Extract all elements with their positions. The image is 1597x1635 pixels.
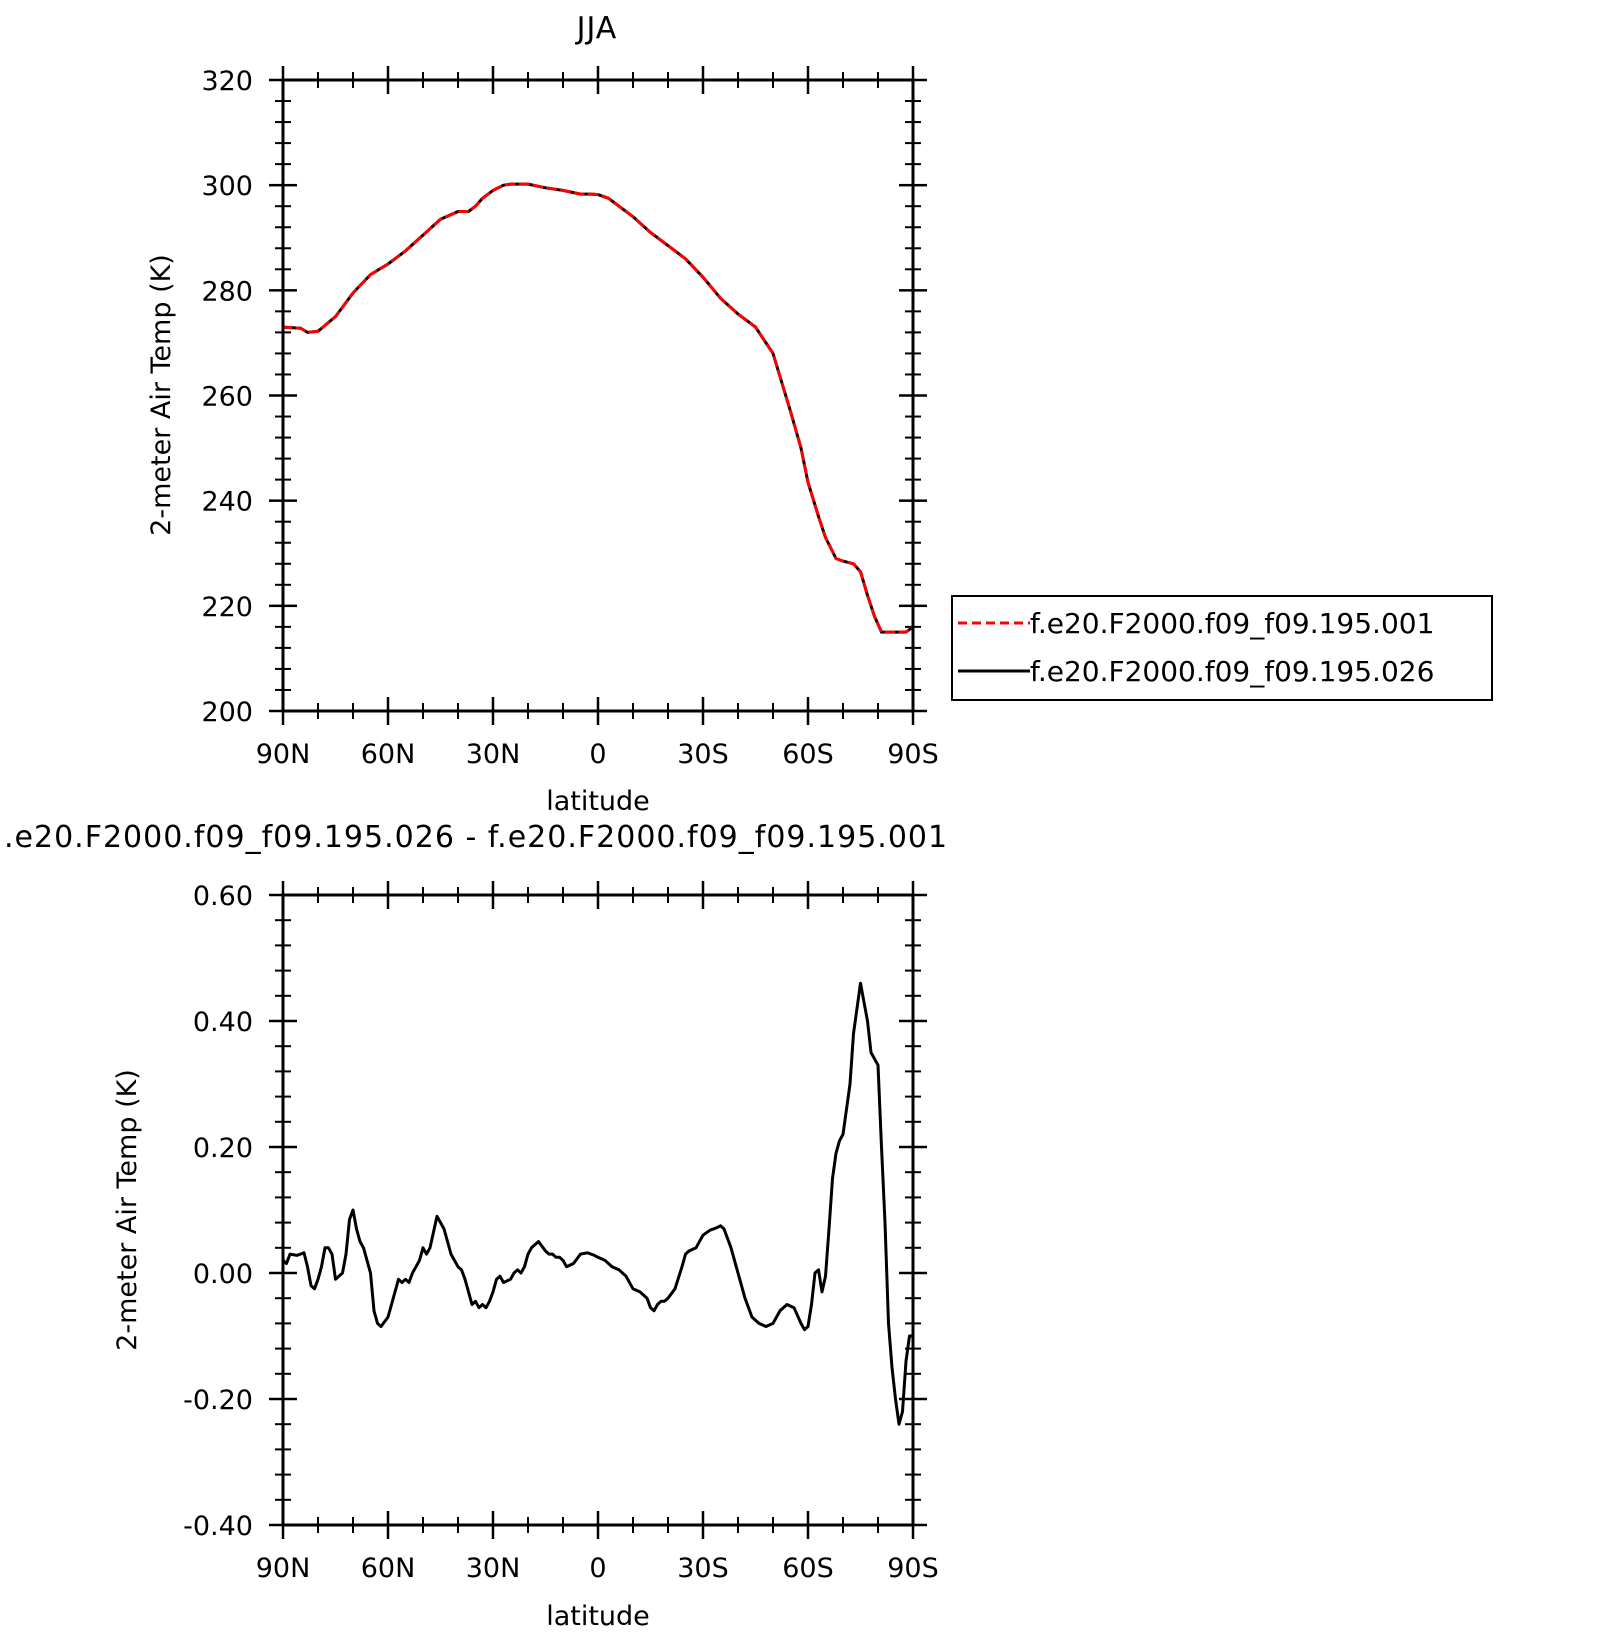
bottom-x-tick-label: 30N — [466, 1553, 521, 1584]
bottom-x-tick-label: 90N — [256, 1553, 311, 1584]
top-series-line-dashed — [281, 182, 915, 634]
bottom-panel-series — [281, 981, 915, 1426]
bottom-series-line-solid — [281, 981, 915, 1426]
legend-label-026: f.e20.F2000.f09_f09.195.026 — [1030, 655, 1434, 688]
bottom-panel-ticks — [269, 881, 927, 1539]
top-y-tick-label: 220 — [201, 592, 253, 623]
legend-label-001: f.e20.F2000.f09_f09.195.001 — [1030, 607, 1434, 640]
top-x-tick-label: 30S — [677, 739, 729, 770]
top-y-tick-label: 300 — [201, 171, 253, 202]
legend: f.e20.F2000.f09_f09.195.001 f.e20.F2000.… — [951, 595, 1493, 701]
top-series-line-solid — [281, 182, 915, 634]
bottom-panel-frame — [281, 893, 915, 1527]
top-x-tick-label: 60N — [361, 739, 416, 770]
top-y-tick-label: 320 — [201, 66, 253, 97]
top-panel: JJA 90N 60N 30N 0 30S 60S 90S 200 220 240 260 280 30… — [146, 11, 1493, 817]
bottom-x-tick-label: 30S — [677, 1553, 729, 1584]
top-x-tick-label: 0 — [589, 739, 606, 770]
bottom-x-tick-label: 60S — [782, 1553, 834, 1584]
bottom-y-tick-label: 0.00 — [193, 1259, 253, 1290]
bottom-panel-y-axis-label: 2-meter Air Temp (K) — [112, 1069, 143, 1351]
top-x-tick-label: 90N — [256, 739, 311, 770]
top-panel-frame — [281, 78, 915, 713]
bottom-y-tick-label: -0.20 — [183, 1385, 253, 1416]
bottom-y-tick-label: -0.40 — [183, 1511, 253, 1542]
bottom-panel-title: .e20.F2000.f09_f09.195.026 - f.e20.F2000… — [4, 820, 948, 855]
top-panel-title: JJA — [575, 11, 618, 46]
bottom-x-tick-label: 90S — [887, 1553, 939, 1584]
top-panel-tick-labels: 90N 60N 30N 0 30S 60S 90S 200 220 240 260 280 300 320 — [201, 66, 938, 770]
bottom-panel-tick-labels: 90N 60N 30N 0 30S 60S 90S -0.40 -0.20 0.00 0.20 0.4… — [183, 881, 939, 1584]
top-y-tick-label: 200 — [201, 697, 253, 728]
bottom-y-tick-label: 0.60 — [193, 881, 253, 912]
bottom-x-tick-label: 60N — [361, 1553, 416, 1584]
top-y-tick-label: 280 — [201, 276, 253, 307]
top-x-tick-label: 60S — [782, 739, 834, 770]
bottom-x-tick-label: 0 — [589, 1553, 606, 1584]
top-panel-x-axis-label: latitude — [546, 786, 650, 817]
bottom-y-tick-label: 0.20 — [193, 1133, 253, 1164]
bottom-panel-x-axis-label: latitude — [546, 1601, 650, 1632]
bottom-panel: .e20.F2000.f09_f09.195.026 - f.e20.F2000… — [4, 820, 948, 1632]
top-panel-ticks — [269, 66, 927, 725]
top-panel-series — [281, 182, 915, 634]
top-y-tick-label: 260 — [201, 382, 253, 413]
top-panel-y-axis-label: 2-meter Air Temp (K) — [146, 254, 177, 536]
top-y-tick-label: 240 — [201, 487, 253, 518]
top-x-tick-label: 90S — [887, 739, 939, 770]
bottom-y-tick-label: 0.40 — [193, 1007, 253, 1038]
top-x-tick-label: 30N — [466, 739, 521, 770]
legend-box — [951, 595, 1493, 701]
